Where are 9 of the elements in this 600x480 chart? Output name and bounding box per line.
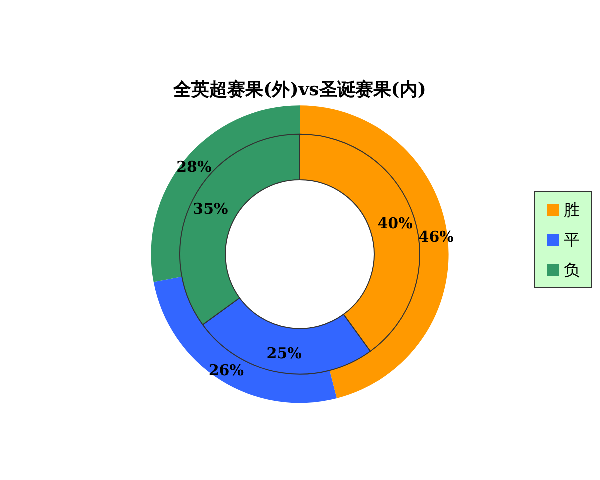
data-label: 35%	[193, 200, 228, 218]
data-label: 28%	[176, 158, 212, 176]
data-label: 26%	[208, 361, 244, 380]
legend-label: 平	[564, 230, 580, 250]
data-label: 25%	[266, 344, 302, 362]
data-label: 40%	[378, 214, 413, 232]
legend-label: 负	[564, 260, 580, 280]
legend-label: 胜	[564, 200, 580, 220]
chart-title: 全英超赛果(外)vs圣诞赛果(内)	[172, 80, 426, 100]
